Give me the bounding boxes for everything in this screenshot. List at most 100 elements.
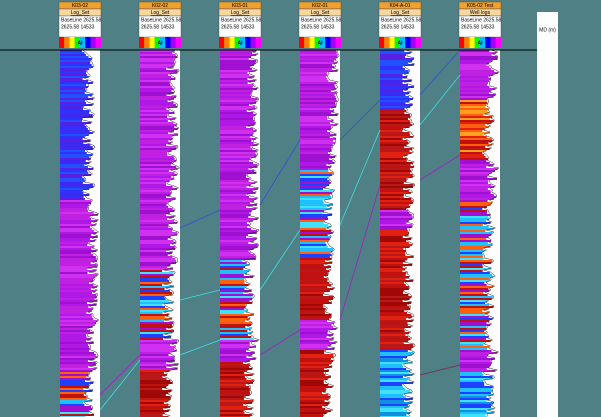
correlation-line xyxy=(99,354,141,396)
log-fill xyxy=(140,406,170,408)
log-fill xyxy=(140,84,171,86)
log-fill xyxy=(300,248,334,250)
log-fill xyxy=(380,202,414,204)
log-fill xyxy=(140,204,167,206)
log-fill xyxy=(460,240,492,242)
log-fill xyxy=(60,86,89,88)
log-fill xyxy=(460,228,494,230)
log-fill xyxy=(220,66,251,68)
log-fill xyxy=(60,182,83,184)
log-fill xyxy=(220,278,245,280)
log-fill xyxy=(460,412,494,414)
log-fill xyxy=(60,132,93,134)
log-fill xyxy=(460,190,491,192)
log-fill xyxy=(60,98,94,100)
log-fill xyxy=(300,276,324,278)
log-fill xyxy=(460,152,483,154)
log-fill xyxy=(300,214,333,216)
log-fill xyxy=(60,102,86,104)
log-fill xyxy=(140,152,168,154)
log-fill xyxy=(300,372,324,374)
log-fill xyxy=(380,414,407,416)
log-fill xyxy=(300,168,329,170)
log-fill xyxy=(300,96,336,98)
log-fill xyxy=(60,378,91,380)
log-fill xyxy=(380,280,414,282)
log-fill xyxy=(60,388,84,390)
log-fill xyxy=(460,314,486,316)
log-fill xyxy=(460,202,493,204)
log-fill xyxy=(60,364,96,366)
log-fill xyxy=(380,322,408,324)
log-fill xyxy=(380,402,412,404)
log-fill xyxy=(380,94,406,96)
log-fill xyxy=(300,396,330,398)
log-fill xyxy=(140,244,171,246)
correlation-line xyxy=(339,184,381,321)
log-name: AI xyxy=(318,40,324,46)
log-fill xyxy=(380,116,411,118)
log-fill xyxy=(220,228,252,230)
log-fill xyxy=(60,174,92,176)
log-fill xyxy=(140,362,167,364)
log-fill xyxy=(460,96,494,98)
log-fill xyxy=(140,160,177,162)
log-fill xyxy=(460,214,491,216)
log-fill xyxy=(300,268,327,270)
log-name: AI xyxy=(78,40,84,46)
log-fill xyxy=(380,104,413,106)
log-fill xyxy=(140,198,176,200)
color-scale xyxy=(400,37,406,48)
log-fill xyxy=(220,402,253,404)
log-fill xyxy=(460,406,492,408)
correlation-line xyxy=(179,289,221,301)
color-scale xyxy=(309,37,315,48)
log-fill xyxy=(60,50,83,52)
log-fill xyxy=(300,238,330,240)
log-fill xyxy=(460,148,490,150)
log-fill xyxy=(220,356,247,358)
log-fill xyxy=(220,232,257,234)
color-scale xyxy=(240,37,246,48)
log-fill xyxy=(140,272,174,274)
log-fill xyxy=(140,280,170,282)
log-fill xyxy=(300,230,332,232)
log-fill xyxy=(60,126,87,128)
log-fill xyxy=(300,260,326,262)
log-set: Log_Set xyxy=(151,10,170,16)
log-fill xyxy=(300,124,337,126)
log-fill xyxy=(140,72,178,74)
log-fill xyxy=(140,126,175,128)
log-fill xyxy=(140,282,171,284)
log-fill xyxy=(60,242,89,244)
log-fill xyxy=(460,222,491,224)
log-fill xyxy=(220,358,256,360)
log-fill xyxy=(380,246,410,248)
log-fill xyxy=(380,84,409,86)
log-fill xyxy=(140,226,169,228)
log-fill xyxy=(220,328,251,330)
log-fill xyxy=(460,164,494,166)
log-fill xyxy=(60,262,91,264)
log-fill xyxy=(220,224,250,226)
log-fill xyxy=(60,108,83,110)
log-fill xyxy=(220,110,247,112)
log-fill xyxy=(300,240,329,242)
log-fill xyxy=(60,154,93,156)
color-scale xyxy=(69,37,75,48)
log-fill xyxy=(380,392,413,394)
log-fill xyxy=(140,194,171,196)
log-fill xyxy=(300,70,338,72)
log-fill xyxy=(380,208,407,210)
log-fill xyxy=(140,286,174,288)
log-fill xyxy=(460,374,484,376)
log-fill xyxy=(140,180,170,182)
log-fill xyxy=(220,236,247,238)
log-fill xyxy=(460,194,494,196)
log-fill xyxy=(60,72,86,74)
log-fill xyxy=(460,288,489,290)
log-fill xyxy=(380,228,408,230)
log-fill xyxy=(60,264,97,266)
correlation-line xyxy=(179,209,221,229)
